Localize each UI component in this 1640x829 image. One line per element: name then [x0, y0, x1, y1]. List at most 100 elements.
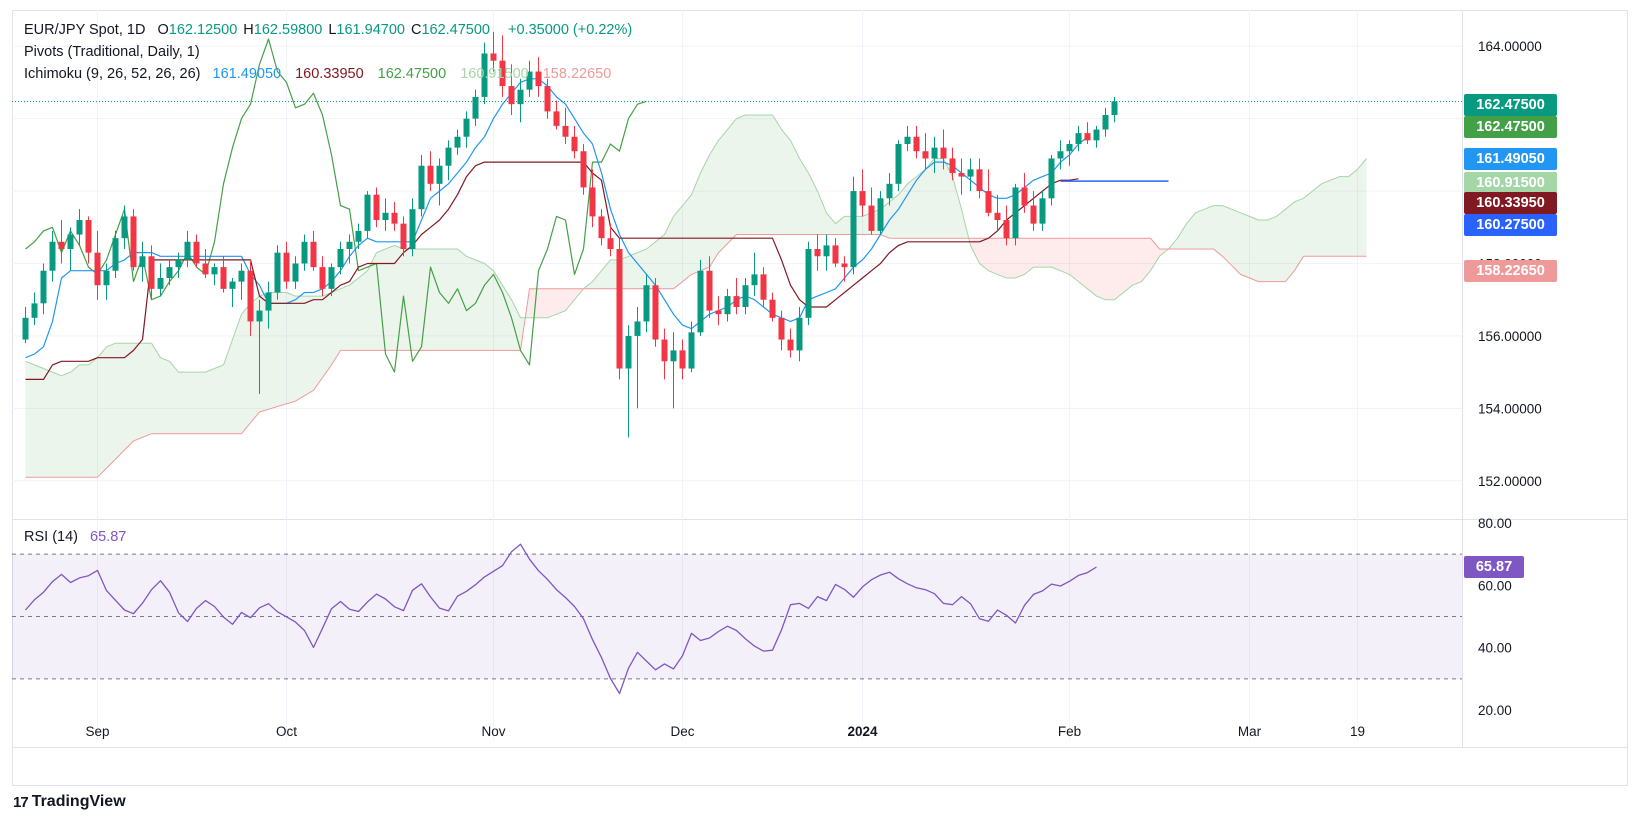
- price-tag: 160.91500: [1464, 172, 1557, 194]
- cloud-segment: [1249, 216, 1259, 282]
- cloud-segment: [493, 270, 503, 351]
- cloud-segment: [1069, 238, 1079, 282]
- candle-body: [184, 241, 191, 260]
- candle-body: [1102, 115, 1109, 130]
- cloud-segment: [1213, 205, 1223, 257]
- candle-body: [598, 216, 605, 239]
- cloud-segment: [1294, 198, 1304, 271]
- cloud-segment: [889, 194, 899, 239]
- cloud-segment: [997, 238, 1007, 278]
- candle-body: [517, 89, 524, 105]
- candle-body: [1075, 133, 1082, 144]
- cloud-segment: [1339, 176, 1349, 257]
- cloud-segment: [790, 140, 800, 235]
- brand-label: TradingView: [31, 793, 126, 810]
- ichimoku-value: 158.22650: [542, 66, 612, 82]
- candle-body: [58, 241, 65, 250]
- cloud-segment: [1123, 238, 1133, 293]
- x-tick-label: 19: [1350, 724, 1365, 739]
- cloud-segment: [673, 205, 683, 289]
- cloud-segment: [952, 176, 962, 239]
- cloud-segment: [1177, 223, 1187, 249]
- candle-body: [940, 147, 947, 159]
- candle-body: [472, 96, 479, 119]
- cloud-segment: [475, 259, 485, 351]
- ohlc-key: L: [328, 22, 337, 38]
- cloud-segment: [97, 346, 107, 478]
- candle-body: [67, 234, 74, 250]
- cloud-segment: [1015, 238, 1025, 278]
- cloud-segment: [1330, 176, 1340, 257]
- candle-body: [751, 274, 758, 286]
- candle-body: [922, 151, 929, 159]
- legend-rsi: RSI (14) 65.87: [24, 528, 134, 546]
- candle-body: [490, 53, 497, 61]
- rsi-tick-label: 40.00: [1478, 641, 1512, 656]
- candle-body: [634, 321, 641, 336]
- ohlc-c: C162.47500: [411, 22, 490, 38]
- rsi-value: 65.87: [90, 529, 127, 545]
- candle-body: [319, 267, 326, 289]
- candle-body: [1030, 205, 1037, 224]
- price-tag: 160.33950: [1464, 192, 1557, 214]
- cloud-segment: [439, 249, 449, 351]
- candle-body: [274, 252, 281, 293]
- cloud-segment: [1285, 201, 1295, 282]
- cloud-segment: [1303, 191, 1313, 257]
- cloud-segment: [1204, 205, 1214, 249]
- tradingview-logo[interactable]: 17 TradingView: [13, 793, 126, 811]
- rsi-line: [25, 543, 1097, 695]
- candle-body: [31, 303, 38, 318]
- candle-body: [220, 267, 227, 289]
- candle-body: [49, 241, 56, 271]
- cloud-segment: [205, 368, 215, 434]
- rsi-tick-label: 60.00: [1478, 578, 1512, 593]
- ichimoku-values: 161.49050 160.33950 162.47500 160.91500 158.…: [213, 66, 626, 82]
- candle-body: [391, 212, 398, 224]
- rsi-label: RSI (14): [24, 529, 78, 545]
- candle-body: [166, 267, 173, 278]
- cloud-segment: [934, 158, 944, 239]
- cloud-segment: [781, 129, 791, 235]
- cloud-segment: [1087, 238, 1097, 297]
- cloud-segment: [1357, 158, 1367, 257]
- rsi-tick-label: 20.00: [1478, 703, 1512, 718]
- candle-body: [283, 252, 290, 282]
- cloud-segment: [79, 364, 89, 478]
- ohlc-key: O: [157, 22, 169, 38]
- cloud-segment: [925, 158, 935, 239]
- candle-body: [292, 263, 299, 282]
- cloud-segment: [1267, 216, 1277, 282]
- cloud-segment: [1096, 238, 1106, 300]
- cloud-segment: [1222, 205, 1232, 266]
- cloud-segment: [178, 372, 188, 434]
- ohlc-values: O162.12500 H162.59800 L161.94700 C162.47500: [157, 22, 496, 38]
- x-tick-label: Nov: [481, 724, 505, 739]
- candle-body: [76, 220, 83, 235]
- candle-body: [724, 296, 731, 315]
- candle-body: [580, 151, 587, 188]
- cloud-segment: [376, 249, 386, 351]
- cloud-segment: [799, 158, 809, 235]
- cloud-segment: [322, 292, 332, 378]
- candle-body: [769, 299, 776, 318]
- cloud-segment: [1195, 209, 1205, 249]
- x-tick-label: Dec: [670, 724, 694, 739]
- candle-body: [697, 270, 704, 333]
- candle-body: [1039, 198, 1046, 224]
- candle-body: [895, 143, 902, 184]
- lagging-span-line: [25, 38, 647, 373]
- conversion-line: [25, 78, 1088, 359]
- cloud-segment: [826, 212, 836, 235]
- price-tag: 161.49050: [1464, 148, 1557, 170]
- cloud-segment: [124, 343, 134, 450]
- ohlc-key: H: [243, 22, 254, 38]
- x-tick-label: Oct: [276, 724, 297, 739]
- candle-body: [1066, 143, 1073, 152]
- cloud-segment: [565, 288, 575, 311]
- candle-body: [409, 209, 416, 250]
- candle-body: [193, 241, 200, 264]
- chart-frame[interactable]: [12, 10, 1628, 786]
- candle-body: [886, 183, 893, 199]
